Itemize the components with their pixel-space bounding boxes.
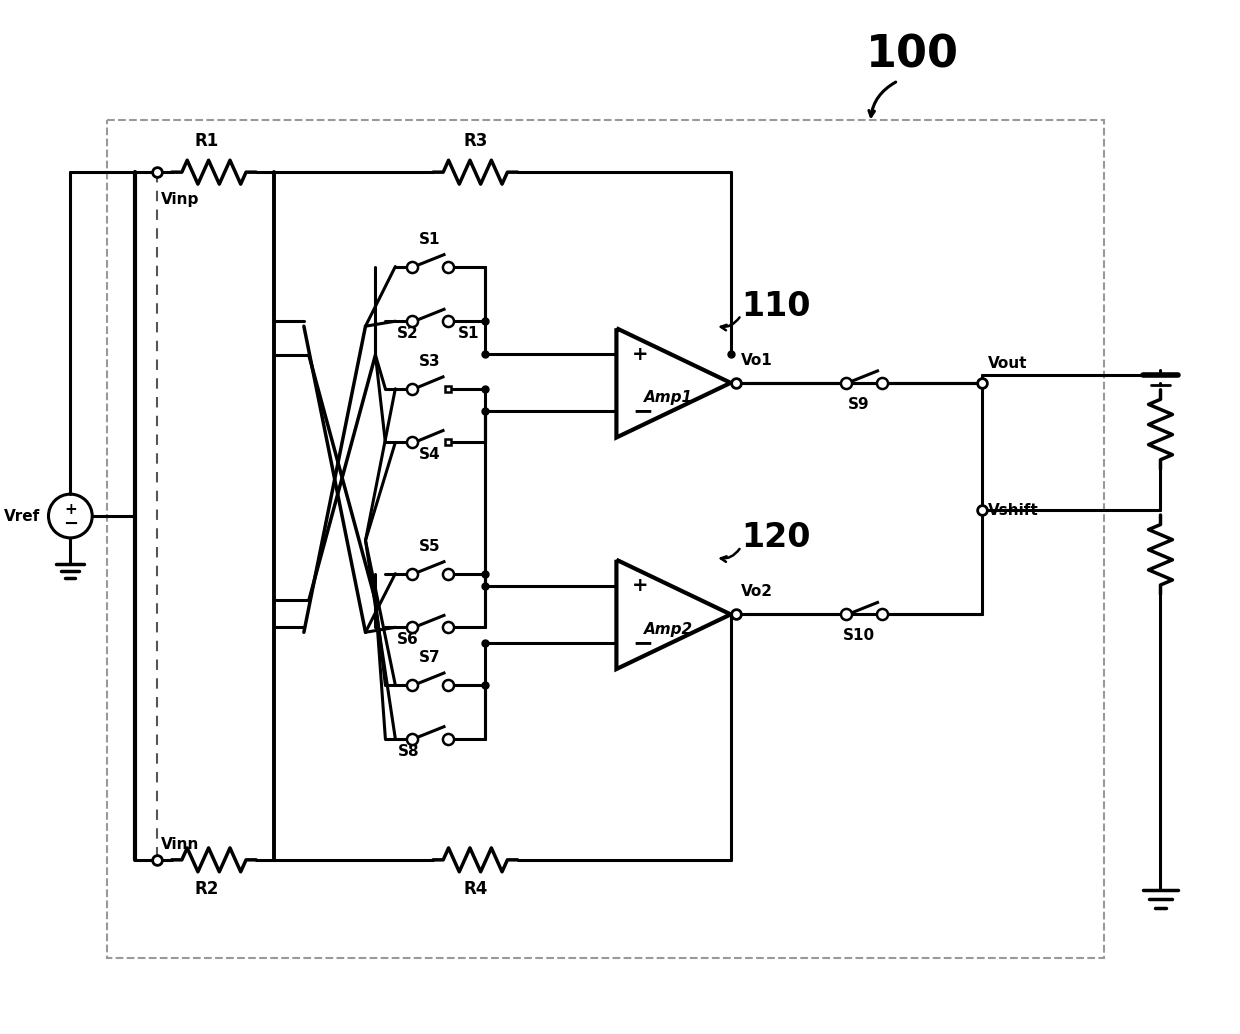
Text: Vout: Vout bbox=[987, 356, 1027, 371]
Text: Vo2: Vo2 bbox=[740, 584, 773, 600]
Text: R3: R3 bbox=[463, 132, 487, 150]
Text: Vshift: Vshift bbox=[987, 503, 1038, 518]
Text: S10: S10 bbox=[843, 629, 874, 643]
Text: R1: R1 bbox=[195, 132, 218, 150]
Text: Vinn: Vinn bbox=[161, 837, 200, 852]
Text: −: − bbox=[632, 399, 653, 423]
Text: S9: S9 bbox=[848, 397, 869, 412]
Text: R2: R2 bbox=[195, 880, 218, 898]
Text: Vinp: Vinp bbox=[161, 192, 200, 207]
Text: S1: S1 bbox=[419, 232, 441, 247]
Text: S4: S4 bbox=[419, 448, 441, 462]
Text: Vo1: Vo1 bbox=[740, 353, 773, 368]
Text: +: + bbox=[632, 345, 649, 364]
Text: +: + bbox=[632, 577, 649, 596]
Text: Vref: Vref bbox=[4, 509, 41, 523]
Text: Amp2: Amp2 bbox=[644, 621, 693, 637]
Text: 110: 110 bbox=[742, 290, 811, 323]
Text: S7: S7 bbox=[419, 650, 441, 665]
Text: Amp1: Amp1 bbox=[644, 390, 693, 405]
Bar bbox=[445, 386, 451, 392]
Text: −: − bbox=[63, 515, 78, 533]
Text: S6: S6 bbox=[397, 632, 419, 647]
Text: S5: S5 bbox=[419, 539, 441, 554]
Bar bbox=[107, 121, 1104, 959]
Text: S2: S2 bbox=[397, 326, 419, 341]
Text: 100: 100 bbox=[866, 33, 959, 77]
Text: S1: S1 bbox=[458, 326, 480, 341]
Text: −: − bbox=[632, 631, 653, 655]
Text: S8: S8 bbox=[397, 743, 419, 759]
Bar bbox=[445, 439, 451, 446]
Text: R4: R4 bbox=[463, 880, 487, 898]
Text: +: + bbox=[64, 501, 77, 517]
Text: S3: S3 bbox=[419, 354, 441, 369]
Text: 120: 120 bbox=[742, 521, 811, 554]
